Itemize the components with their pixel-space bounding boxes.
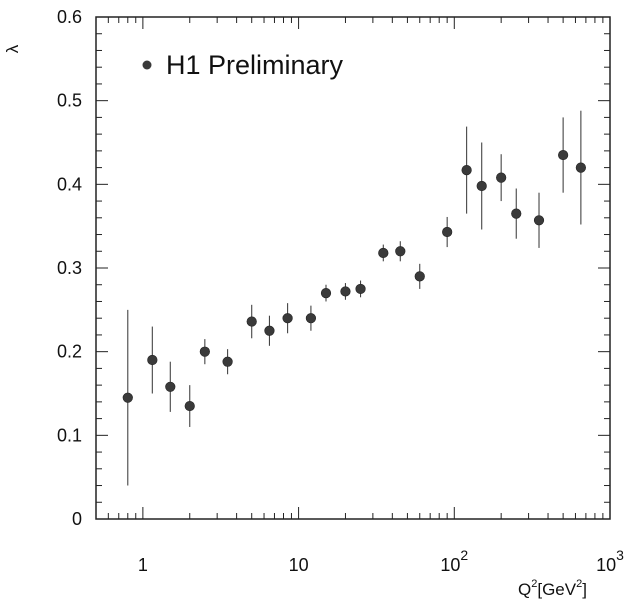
data-point	[414, 271, 425, 282]
data-point	[442, 226, 453, 238]
y-tick-label: 0.5	[57, 91, 82, 111]
data-point	[122, 392, 133, 403]
y-tick-label: 0.1	[57, 425, 82, 445]
y-axis-title: λ	[3, 44, 22, 53]
x-axis-title: Q2[GeV2]	[518, 578, 587, 599]
data-point	[533, 215, 545, 226]
data-point	[199, 346, 210, 357]
data-point	[305, 313, 317, 324]
y-tick-label: 0.2	[57, 342, 82, 362]
data-point	[355, 283, 366, 295]
data-point	[320, 288, 332, 299]
data-point	[340, 286, 351, 297]
x-tick-label: 102	[440, 547, 468, 575]
plot-frame	[95, 16, 611, 520]
y-tick-label: 0	[72, 509, 82, 529]
data-point	[165, 381, 176, 392]
data-point	[558, 149, 569, 161]
x-axis-title-sup1: 2	[531, 578, 537, 590]
y-tick-labels: 0 0.1 0.2 0.3 0.4 0.5 0.6	[57, 7, 82, 529]
data-point	[222, 356, 233, 367]
y-axis-ticks	[96, 16, 610, 520]
x-axis-title-unit: [GeV	[537, 580, 576, 599]
data-point	[461, 165, 472, 176]
data-point	[496, 172, 507, 183]
x-axis-title-base: Q	[518, 580, 531, 599]
legend-marker	[142, 60, 152, 70]
data-point	[147, 354, 158, 366]
data-point	[395, 246, 406, 257]
data-point	[476, 180, 487, 192]
x-axis-title-close: ]	[582, 580, 587, 599]
legend-label: H1 Preliminary	[166, 50, 344, 80]
data-point	[184, 400, 195, 412]
x-tick-labels: 1 10 102 103	[138, 547, 624, 575]
legend: H1 Preliminary	[142, 50, 344, 80]
x-tick-label: 10	[289, 555, 309, 575]
x-axis-ticks	[95, 17, 611, 519]
data-points	[122, 110, 586, 486]
data-point	[378, 247, 389, 259]
data-point	[511, 208, 522, 219]
x-tick-label: 1	[138, 555, 148, 575]
y-tick-label: 0.6	[57, 7, 82, 27]
x-axis-title-sup2: 2	[576, 578, 582, 590]
y-tick-label: 0.3	[57, 258, 82, 278]
y-tick-label: 0.4	[57, 174, 82, 194]
x-tick-label: 103	[596, 547, 624, 575]
data-point	[575, 162, 586, 173]
data-point	[246, 316, 257, 327]
data-point	[282, 313, 293, 324]
data-point	[264, 325, 275, 336]
